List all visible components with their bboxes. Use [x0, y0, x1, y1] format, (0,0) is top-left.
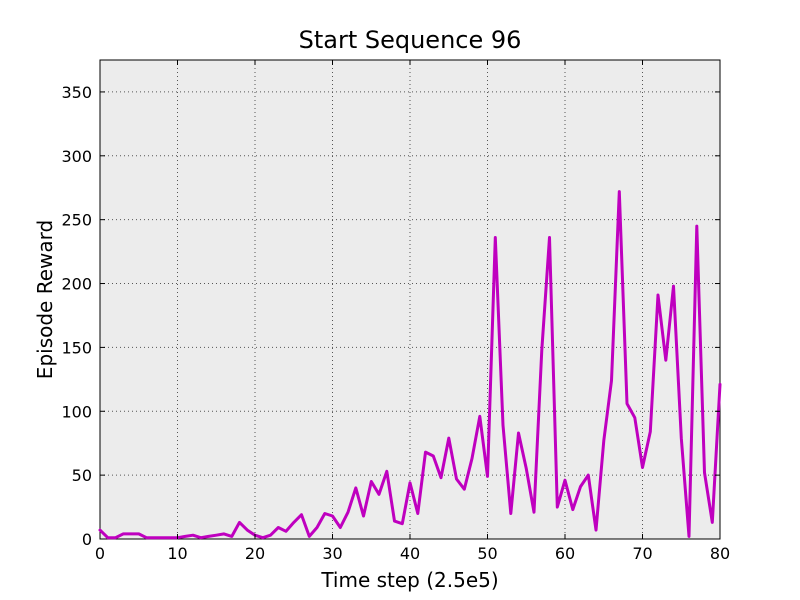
x-tick-label: 0: [95, 544, 105, 563]
y-axis-label: Episode Reward: [33, 220, 57, 379]
y-tick-label: 100: [61, 402, 92, 421]
x-tick-label: 40: [400, 544, 420, 563]
y-tick-label: 150: [61, 338, 92, 357]
x-tick-label: 50: [477, 544, 497, 563]
x-tick-label: 20: [245, 544, 265, 563]
x-tick-label: 10: [167, 544, 187, 563]
x-tick-label: 30: [322, 544, 342, 563]
y-tick-label: 250: [61, 211, 92, 230]
series-line-0: [98, 190, 722, 540]
y-tick-label: 300: [61, 147, 92, 166]
y-tick-label: 0: [82, 530, 92, 549]
plot-area: [99, 59, 721, 540]
x-tick-label: 80: [710, 544, 730, 563]
y-tick-label: 200: [61, 275, 92, 294]
y-tick-label: 350: [61, 83, 92, 102]
x-tick-label: 70: [632, 544, 652, 563]
x-tick-label: 60: [555, 544, 575, 563]
ticks: 0 10 20 30 40 50 60 70 80 0 50 100 150 200 250 300 350: [61, 60, 730, 563]
series-layer: [98, 190, 722, 540]
x-axis-label: Time step (2.5e5): [320, 568, 498, 592]
chart-title: Start Sequence 96: [299, 26, 522, 54]
y-tick-label: 50: [72, 466, 92, 485]
